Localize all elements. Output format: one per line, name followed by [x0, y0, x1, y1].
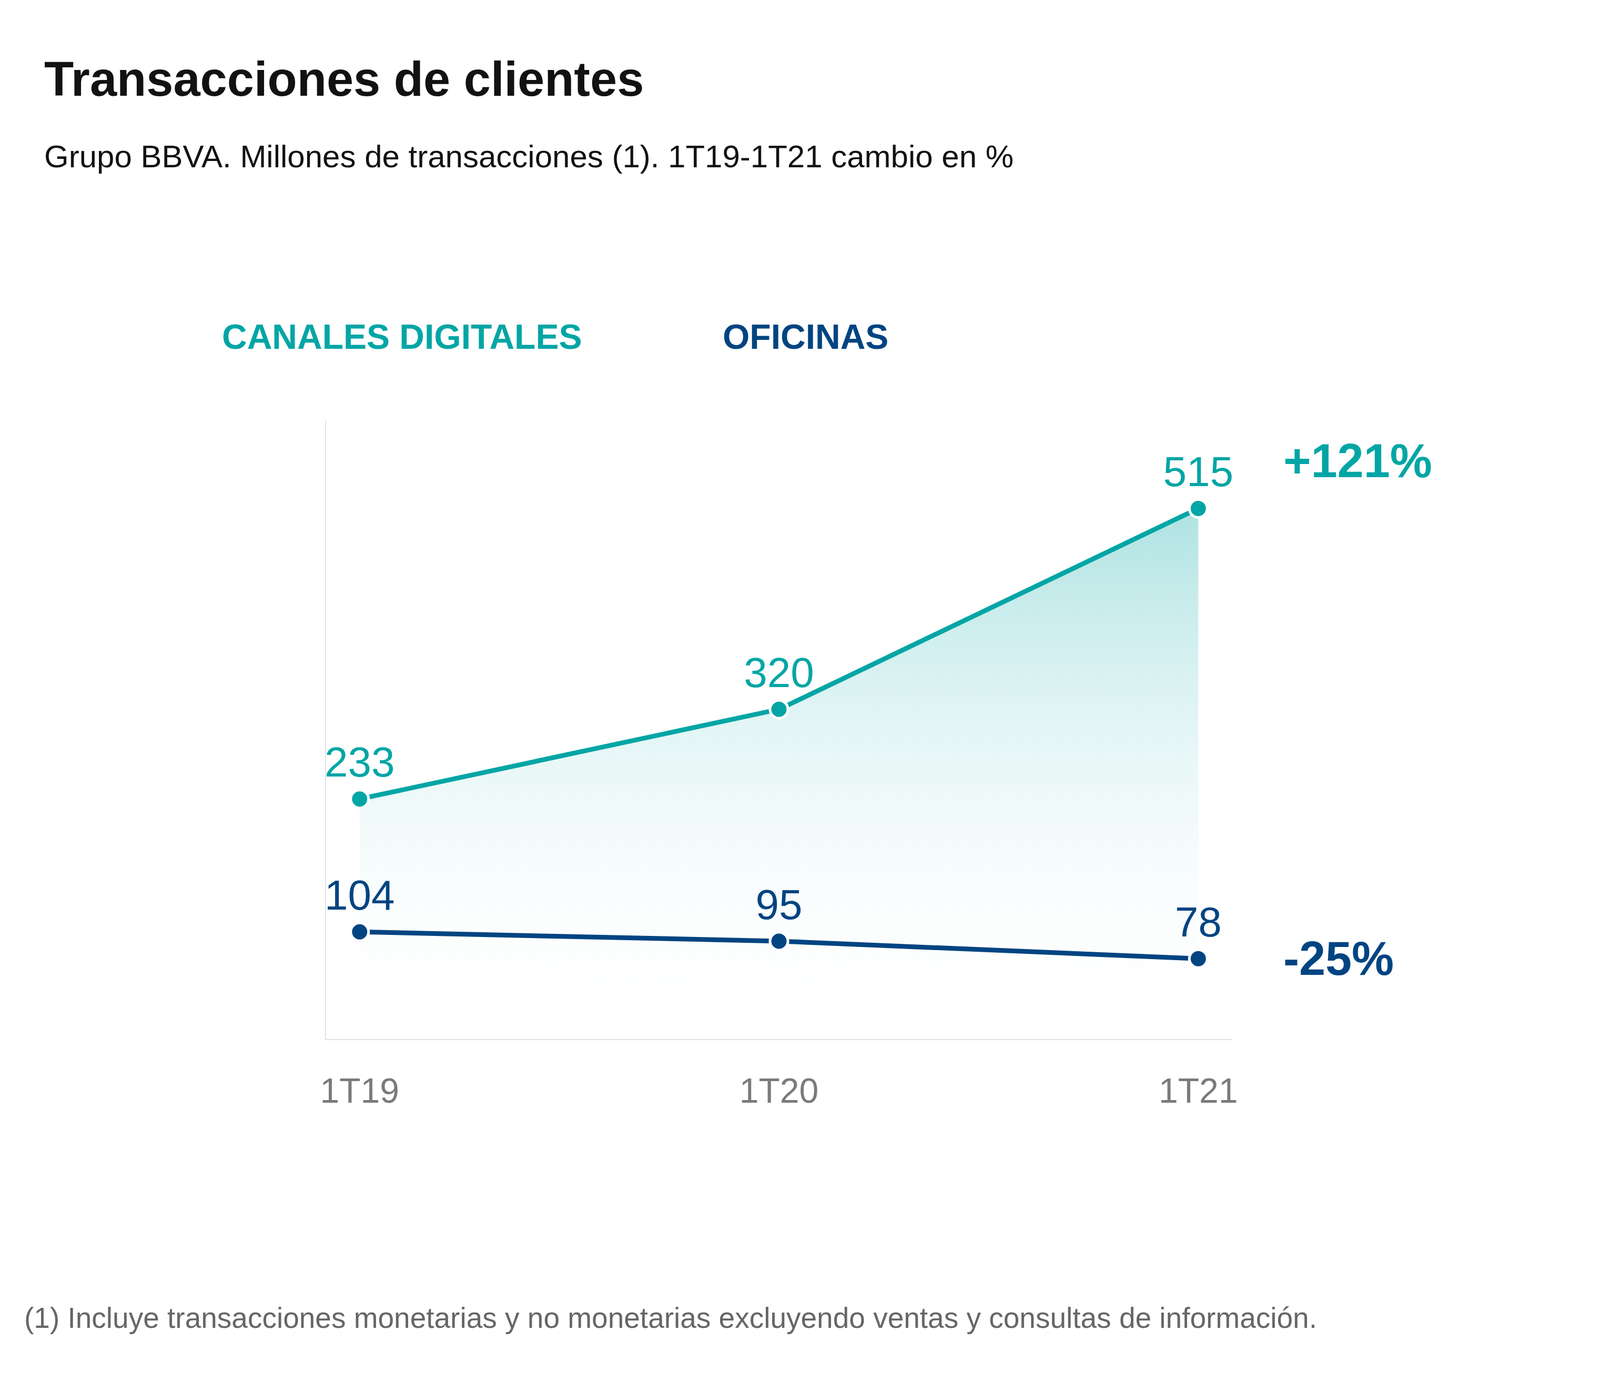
svg-text:OFICINAS: OFICINAS — [722, 317, 889, 357]
svg-text:CANALES DIGITALES: CANALES DIGITALES — [221, 317, 582, 357]
svg-text:1T19: 1T19 — [320, 1070, 400, 1110]
svg-text:515: 515 — [1162, 448, 1233, 495]
svg-text:+121%: +121% — [1283, 434, 1433, 488]
svg-text:1T20: 1T20 — [739, 1070, 819, 1110]
svg-text:Transacciones de clientes: Transacciones de clientes — [44, 52, 644, 106]
svg-text:320: 320 — [743, 649, 814, 696]
svg-text:95: 95 — [755, 880, 803, 928]
svg-text:104: 104 — [324, 871, 395, 919]
svg-text:Grupo BBVA. Millones de transa: Grupo BBVA. Millones de transacciones (1… — [44, 138, 1014, 175]
svg-text:(1) Incluye transacciones mone: (1) Incluye transacciones monetarias y n… — [24, 1301, 1318, 1334]
svg-text:1T21: 1T21 — [1158, 1070, 1238, 1110]
svg-text:78: 78 — [1175, 898, 1222, 946]
svg-text:-25%: -25% — [1283, 932, 1394, 985]
svg-text:233: 233 — [324, 738, 395, 786]
